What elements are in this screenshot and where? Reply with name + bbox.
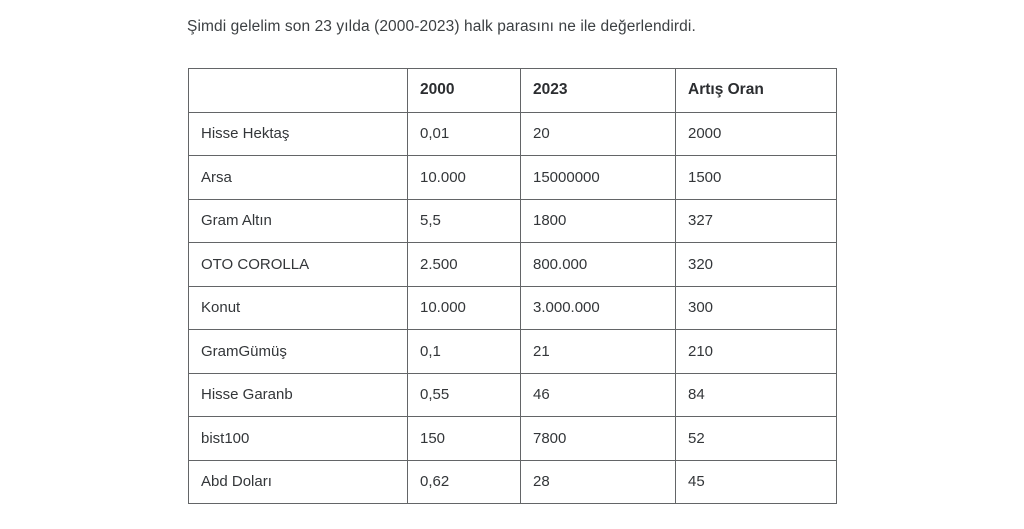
row-label: Hisse Garanb	[188, 372, 408, 417]
header-empty-cell	[188, 68, 408, 113]
value-2023: 7800	[520, 416, 676, 461]
table-row: Gram Altın 5,5 1800 327	[188, 198, 837, 243]
value-artis-oran: 84	[675, 372, 837, 417]
row-label: Gram Altın	[188, 198, 408, 243]
intro-paragraph: Şimdi gelelim son 23 yılda (2000-2023) h…	[187, 18, 696, 35]
value-2023: 15000000	[520, 155, 676, 200]
value-2000: 2.500	[407, 242, 521, 287]
table-row: Hisse Garanb 0,55 46 84	[188, 372, 837, 417]
header-2023: 2023	[520, 68, 676, 113]
header-2000: 2000	[407, 68, 521, 113]
value-2023: 28	[520, 459, 676, 504]
row-label: Abd Doları	[188, 459, 408, 504]
table-row: Abd Doları 0,62 28 45	[188, 459, 837, 504]
table-header-row: 2000 2023 Artış Oran	[188, 68, 837, 113]
value-2023: 21	[520, 329, 676, 374]
row-label: Konut	[188, 285, 408, 330]
header-artis-oran: Artış Oran	[675, 68, 837, 113]
value-artis-oran: 327	[675, 198, 837, 243]
value-2000: 5,5	[407, 198, 521, 243]
value-2023: 3.000.000	[520, 285, 676, 330]
value-2000: 10.000	[407, 155, 521, 200]
table-row: OTO COROLLA 2.500 800.000 320	[188, 242, 837, 287]
table-row: GramGümüş 0,1 21 210	[188, 329, 837, 374]
table-row: bist100 150 7800 52	[188, 416, 837, 461]
valuation-table: 2000 2023 Artış Oran Hisse Hektaş 0,01 2…	[188, 68, 837, 504]
value-artis-oran: 1500	[675, 155, 837, 200]
value-artis-oran: 45	[675, 459, 837, 504]
row-label: OTO COROLLA	[188, 242, 408, 287]
value-artis-oran: 52	[675, 416, 837, 461]
value-2023: 800.000	[520, 242, 676, 287]
row-label: Arsa	[188, 155, 408, 200]
value-2023: 1800	[520, 198, 676, 243]
table-row: Konut 10.000 3.000.000 300	[188, 285, 837, 330]
value-2000: 0,62	[407, 459, 521, 504]
value-2000: 10.000	[407, 285, 521, 330]
value-2000: 0,55	[407, 372, 521, 417]
value-2000: 0,1	[407, 329, 521, 374]
value-artis-oran: 300	[675, 285, 837, 330]
value-artis-oran: 2000	[675, 111, 837, 156]
table-row: Arsa 10.000 15000000 1500	[188, 155, 837, 200]
row-label: bist100	[188, 416, 408, 461]
row-label: Hisse Hektaş	[188, 111, 408, 156]
value-2000: 0,01	[407, 111, 521, 156]
value-artis-oran: 320	[675, 242, 837, 287]
value-2023: 20	[520, 111, 676, 156]
table-row: Hisse Hektaş 0,01 20 2000	[188, 111, 837, 156]
row-label: GramGümüş	[188, 329, 408, 374]
value-2000: 150	[407, 416, 521, 461]
value-2023: 46	[520, 372, 676, 417]
value-artis-oran: 210	[675, 329, 837, 374]
